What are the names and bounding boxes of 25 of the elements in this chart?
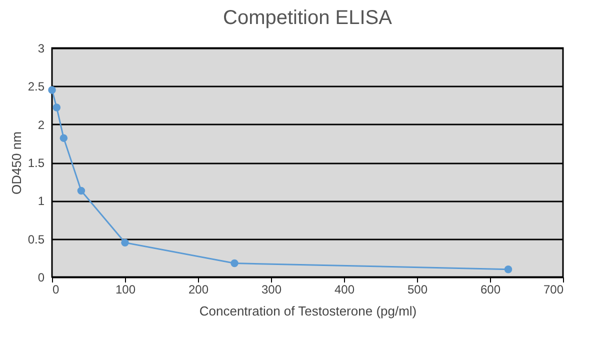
point [60, 134, 68, 142]
point [77, 186, 86, 195]
x-tick-label: 0 [52, 282, 60, 296]
point [230, 259, 238, 268]
y-tick-label: 0.5 [28, 232, 45, 246]
x-tick-label: 500 [407, 282, 428, 296]
point [504, 266, 512, 274]
x-tick-label: 300 [261, 282, 282, 296]
point [121, 238, 129, 247]
y-tick-label: 3 [38, 42, 45, 56]
y-tick-label: 2.5 [28, 80, 45, 94]
x-tick-label: 100 [115, 282, 136, 296]
y-tick-label: 1.5 [28, 156, 45, 170]
point [48, 86, 56, 94]
point [52, 104, 61, 112]
y-axis-title: OD450 nm [8, 132, 24, 194]
x-tick-label: 700 [543, 282, 564, 296]
y-tick-label: 2 [38, 118, 45, 132]
y-tick-label: 0 [38, 270, 45, 284]
x-tick-label: 400 [334, 282, 355, 296]
x-axis-title: Concentration of Testosterone (pg/ml) [199, 304, 417, 318]
y-tick-label: 1 [38, 194, 45, 208]
x-tick-label: 600 [480, 282, 501, 296]
x-tick-label: 200 [188, 282, 209, 296]
chart-title: Competition ELISA [223, 7, 393, 29]
